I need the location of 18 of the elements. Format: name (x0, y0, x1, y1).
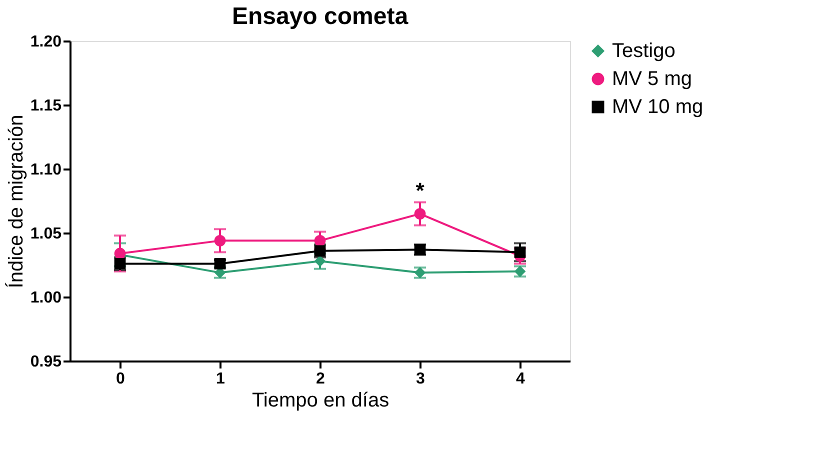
chart-title: Ensayo cometa (232, 3, 409, 30)
x-tick-label: 1 (216, 370, 226, 388)
legend-label: MV 5 mg (612, 68, 692, 90)
x-tick-label: 4 (516, 370, 526, 388)
legend-label: MV 10 mg (612, 96, 704, 118)
y-tick-label: 1.10 (30, 162, 62, 178)
x-tick-label: 2 (316, 370, 326, 388)
y-axis-title: Índice de migración (4, 114, 28, 288)
y-tick-label: 1.00 (30, 290, 62, 306)
x-tick-label: 0 (116, 370, 126, 388)
y-tick-label: 1.20 (30, 34, 62, 50)
y-tick-label: 1.05 (30, 226, 62, 242)
y-tick-label: 0.95 (30, 354, 62, 370)
y-tick-label: 1.15 (30, 98, 62, 114)
x-tick-label: 3 (416, 370, 426, 388)
annotation: * (416, 178, 425, 203)
x-axis-title: Tiempo en días (252, 390, 390, 412)
legend-label: Testigo (612, 40, 676, 62)
